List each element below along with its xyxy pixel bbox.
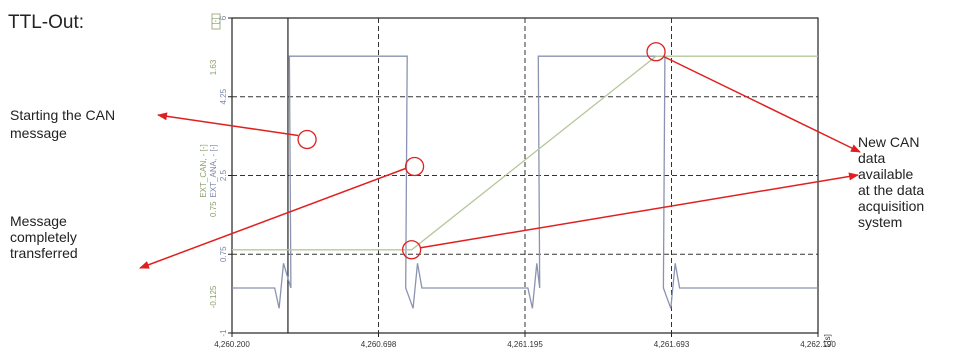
annotation-new-can-data: New CAN data available at the data acquisiti… xyxy=(858,134,924,230)
x-tick-label: 4,260.698 xyxy=(361,340,397,349)
annotation-start-can: Starting the CAN message xyxy=(10,107,115,141)
x-axis-label: t [s] xyxy=(823,334,832,347)
annotation-arrow-0 xyxy=(157,112,299,137)
y-tick-label-ana: -1 xyxy=(219,329,228,337)
y-tick-label-ana: 0.75 xyxy=(219,246,228,262)
annotation-line: data xyxy=(858,150,885,166)
annotation-line: available xyxy=(858,166,913,182)
y-tick-label-ana: 4.25 xyxy=(219,88,228,104)
annotation-line: New CAN xyxy=(858,134,919,150)
annotation-line: completely xyxy=(10,229,77,245)
annotation-line: message xyxy=(10,125,67,141)
x-tick-label: 4,261.693 xyxy=(654,340,690,349)
marker-circle-2 xyxy=(401,240,422,260)
annotation-message-transferred: Message completely transferred xyxy=(10,213,78,261)
marker-circle-3 xyxy=(646,42,666,62)
arrows-layer xyxy=(139,56,861,269)
annotation-arrow-1 xyxy=(139,167,406,269)
y-tick-label-can: -0.125 xyxy=(209,285,218,308)
y-tick-label-ana: 2.5 xyxy=(219,169,228,181)
y-tick-label-can: 0.75 xyxy=(209,201,218,217)
unit-box-label: [-] xyxy=(211,17,220,24)
annotation-line: acquisition xyxy=(858,198,924,214)
y-tick-label-can: 1.63 xyxy=(209,59,218,75)
marker-circle-0 xyxy=(297,129,317,150)
annotation-line: Message xyxy=(10,213,67,229)
x-tick-label: 4,260.200 xyxy=(214,340,250,349)
marker-circle-1 xyxy=(404,156,425,177)
series-layer xyxy=(232,55,818,309)
annotation-arrow-3 xyxy=(663,56,861,153)
figure-title: TTL-Out: xyxy=(8,12,84,33)
x-tick-label: 4,262.190 xyxy=(800,340,836,349)
markers-layer xyxy=(297,42,666,260)
axes: 4,260.200 4,260.698 4,261.195 4,261.693 4,26… xyxy=(199,13,836,349)
annotation-line: Starting the CAN xyxy=(10,107,115,123)
series-line-0 xyxy=(232,55,818,309)
series-line-1 xyxy=(232,55,818,251)
x-tick-label: 4,261.195 xyxy=(507,340,543,349)
annotation-line: system xyxy=(858,214,902,230)
annotation-arrow-2 xyxy=(420,172,859,249)
annotation-line: at the data xyxy=(858,182,924,198)
plot-area xyxy=(231,17,819,334)
annotation-line: transferred xyxy=(10,245,78,261)
y-tick-label-ana: 6 xyxy=(219,15,228,20)
y-axis-label-can: EXT_CAN, - [-] xyxy=(199,144,208,197)
y-axis-label-ana: EXT_ANA, - [-] xyxy=(209,145,218,198)
unit-box xyxy=(211,13,221,30)
